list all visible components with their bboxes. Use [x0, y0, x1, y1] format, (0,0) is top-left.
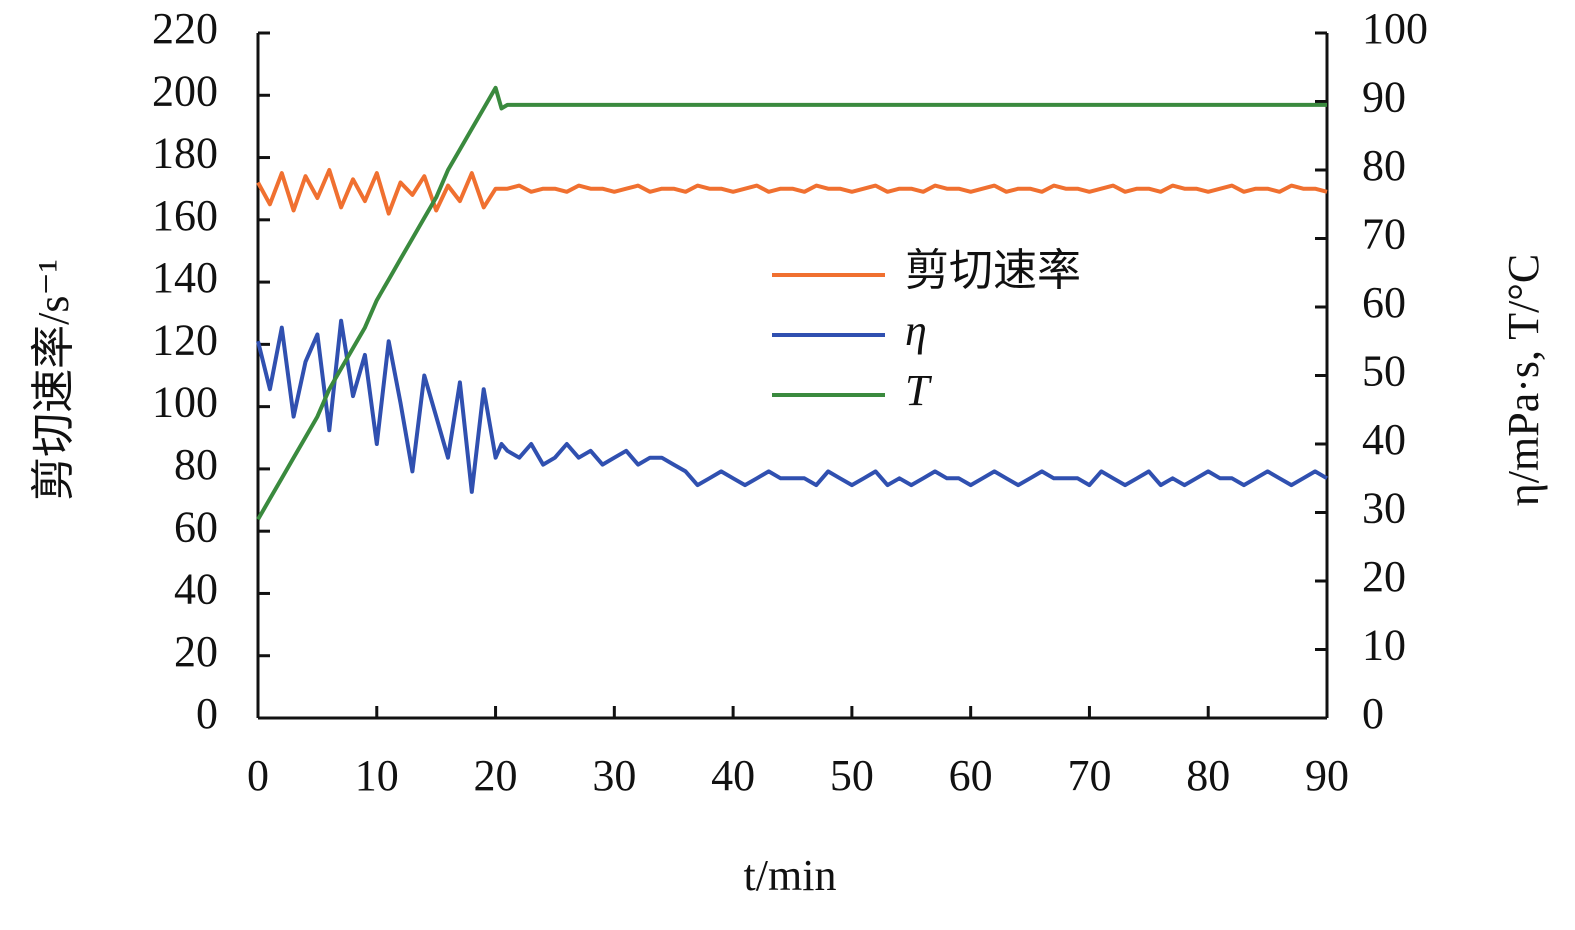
y-tick-label: 140	[152, 253, 218, 302]
x-tick-label: 90	[1305, 751, 1349, 800]
series-line	[256, 168, 1328, 216]
y-tick-label: 100	[152, 378, 218, 427]
y-tick-label: 220	[152, 4, 218, 53]
x-tick-label: 80	[1186, 751, 1230, 800]
y2-tick-label: 60	[1362, 278, 1406, 327]
legend-label: η	[905, 306, 927, 355]
y-axis-label: 剪切速率/s⁻¹	[29, 259, 78, 501]
x-tick-label: 30	[592, 751, 636, 800]
y2-tick-label: 40	[1362, 415, 1406, 464]
y-tick-label: 200	[152, 66, 218, 115]
x-tick-label: 40	[711, 751, 755, 800]
legend-label: 剪切速率	[905, 246, 1081, 295]
y-tick-label: 160	[152, 191, 218, 240]
x-axis-label: t/min	[744, 851, 837, 900]
x-tick-label: 50	[830, 751, 874, 800]
x-tick-label: 0	[247, 751, 269, 800]
y2-tick-label: 100	[1362, 4, 1428, 53]
x-tick-label: 60	[949, 751, 993, 800]
y-tick-label: 40	[174, 565, 218, 614]
y2-tick-label: 0	[1362, 689, 1384, 738]
series-line	[256, 318, 1329, 494]
y-tick-label: 0	[196, 689, 218, 738]
y-tick-label: 80	[174, 440, 218, 489]
y-tick-label: 60	[174, 502, 218, 551]
y2-axis-label: η/mPa·s, T/°C	[1499, 254, 1548, 506]
x-tick-label: 10	[355, 751, 399, 800]
legend-label: T	[905, 366, 933, 415]
y-tick-label: 180	[152, 129, 218, 178]
y2-tick-label: 80	[1362, 141, 1406, 190]
x-tick-label: 20	[474, 751, 518, 800]
y2-tick-label: 20	[1362, 552, 1406, 601]
series-line	[256, 85, 1327, 521]
y2-tick-label: 70	[1362, 210, 1406, 259]
y2-tick-label: 90	[1362, 73, 1406, 122]
x-tick-label: 70	[1067, 751, 1111, 800]
y2-tick-label: 30	[1362, 484, 1406, 533]
y-tick-label: 120	[152, 315, 218, 364]
y-tick-label: 20	[174, 627, 218, 676]
y2-tick-label: 50	[1362, 347, 1406, 396]
y2-tick-label: 10	[1362, 621, 1406, 670]
